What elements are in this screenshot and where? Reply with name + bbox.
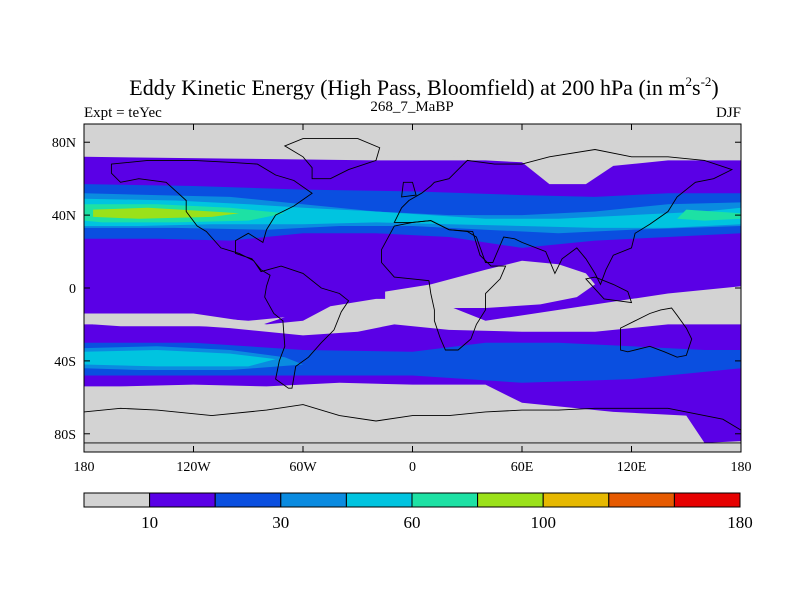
colorbar-box [608, 492, 675, 508]
y-tick-label: 0 [69, 282, 76, 297]
colorbar-box [83, 492, 151, 508]
coastline-4 [620, 307, 693, 358]
title-exp-2: -2 [701, 74, 712, 89]
coastline-7 [401, 181, 417, 198]
contour-fills [84, 124, 741, 452]
contour-region-14 [84, 390, 741, 452]
contour-region-13 [84, 124, 741, 183]
x-tick-label: 180 [731, 460, 752, 475]
coastline-2 [393, 149, 734, 286]
colorbar-label: 180 [727, 513, 753, 532]
subtitle-left: Expt = teYec [84, 105, 162, 121]
colorbar-label: 60 [404, 513, 421, 532]
y-tick-label: 40S [54, 355, 76, 370]
colorbar-box [345, 492, 413, 508]
contour-region-12 [385, 260, 595, 308]
colorbar-label: 10 [141, 513, 158, 532]
colorbar-box [673, 492, 741, 508]
coastline-3 [381, 220, 507, 351]
coastline-0 [84, 404, 741, 444]
title-units-end: ) [711, 75, 718, 100]
coastline-6 [585, 276, 633, 304]
title-exp-1: 2 [686, 74, 693, 89]
contour-region-8 [84, 350, 276, 367]
colorbar: 10 30 60 100 180 [83, 492, 753, 532]
coastline-5 [283, 138, 381, 180]
colorbar-box [542, 492, 610, 508]
x-axis: 180 120W 60W 0 60E 120E 180 [74, 124, 752, 475]
colorbar-box [477, 492, 544, 508]
x-tick-label: 60W [289, 460, 317, 475]
title-units-mid: s [692, 75, 701, 100]
contour-region-10 [677, 209, 741, 221]
chart-title: Eddy Kinetic Energy (High Pass, Bloomfie… [129, 74, 718, 100]
colorbar-box [280, 492, 347, 508]
y-tick-label: 80N [52, 136, 76, 151]
coastlines [84, 138, 741, 444]
y-tick-label: 80S [54, 428, 76, 443]
x-tick-label: 60E [511, 460, 534, 475]
y-tick-label: 40N [52, 209, 76, 224]
x-tick-label: 0 [409, 460, 416, 475]
x-tick-label: 180 [74, 460, 95, 475]
y-axis: 80N 40N 0 40S 80S [52, 136, 741, 443]
coastline-1 [110, 159, 350, 389]
contour-region-15 [93, 315, 285, 327]
chart-title-main: Eddy Kinetic Energy (High Pass, Bloomfie… [129, 75, 685, 100]
colorbar-box [149, 492, 216, 508]
subtitle-center: 268_7_MaBP [370, 99, 453, 115]
subtitle-right: DJF [716, 105, 741, 121]
colorbar-box [214, 492, 282, 508]
colorbar-label: 100 [530, 513, 556, 532]
x-tick-label: 120W [176, 460, 211, 475]
contour-region-11 [93, 207, 240, 219]
colorbar-label: 30 [272, 513, 289, 532]
plot-area [84, 124, 741, 452]
x-tick-label: 120E [617, 460, 647, 475]
colorbar-box [411, 492, 479, 508]
